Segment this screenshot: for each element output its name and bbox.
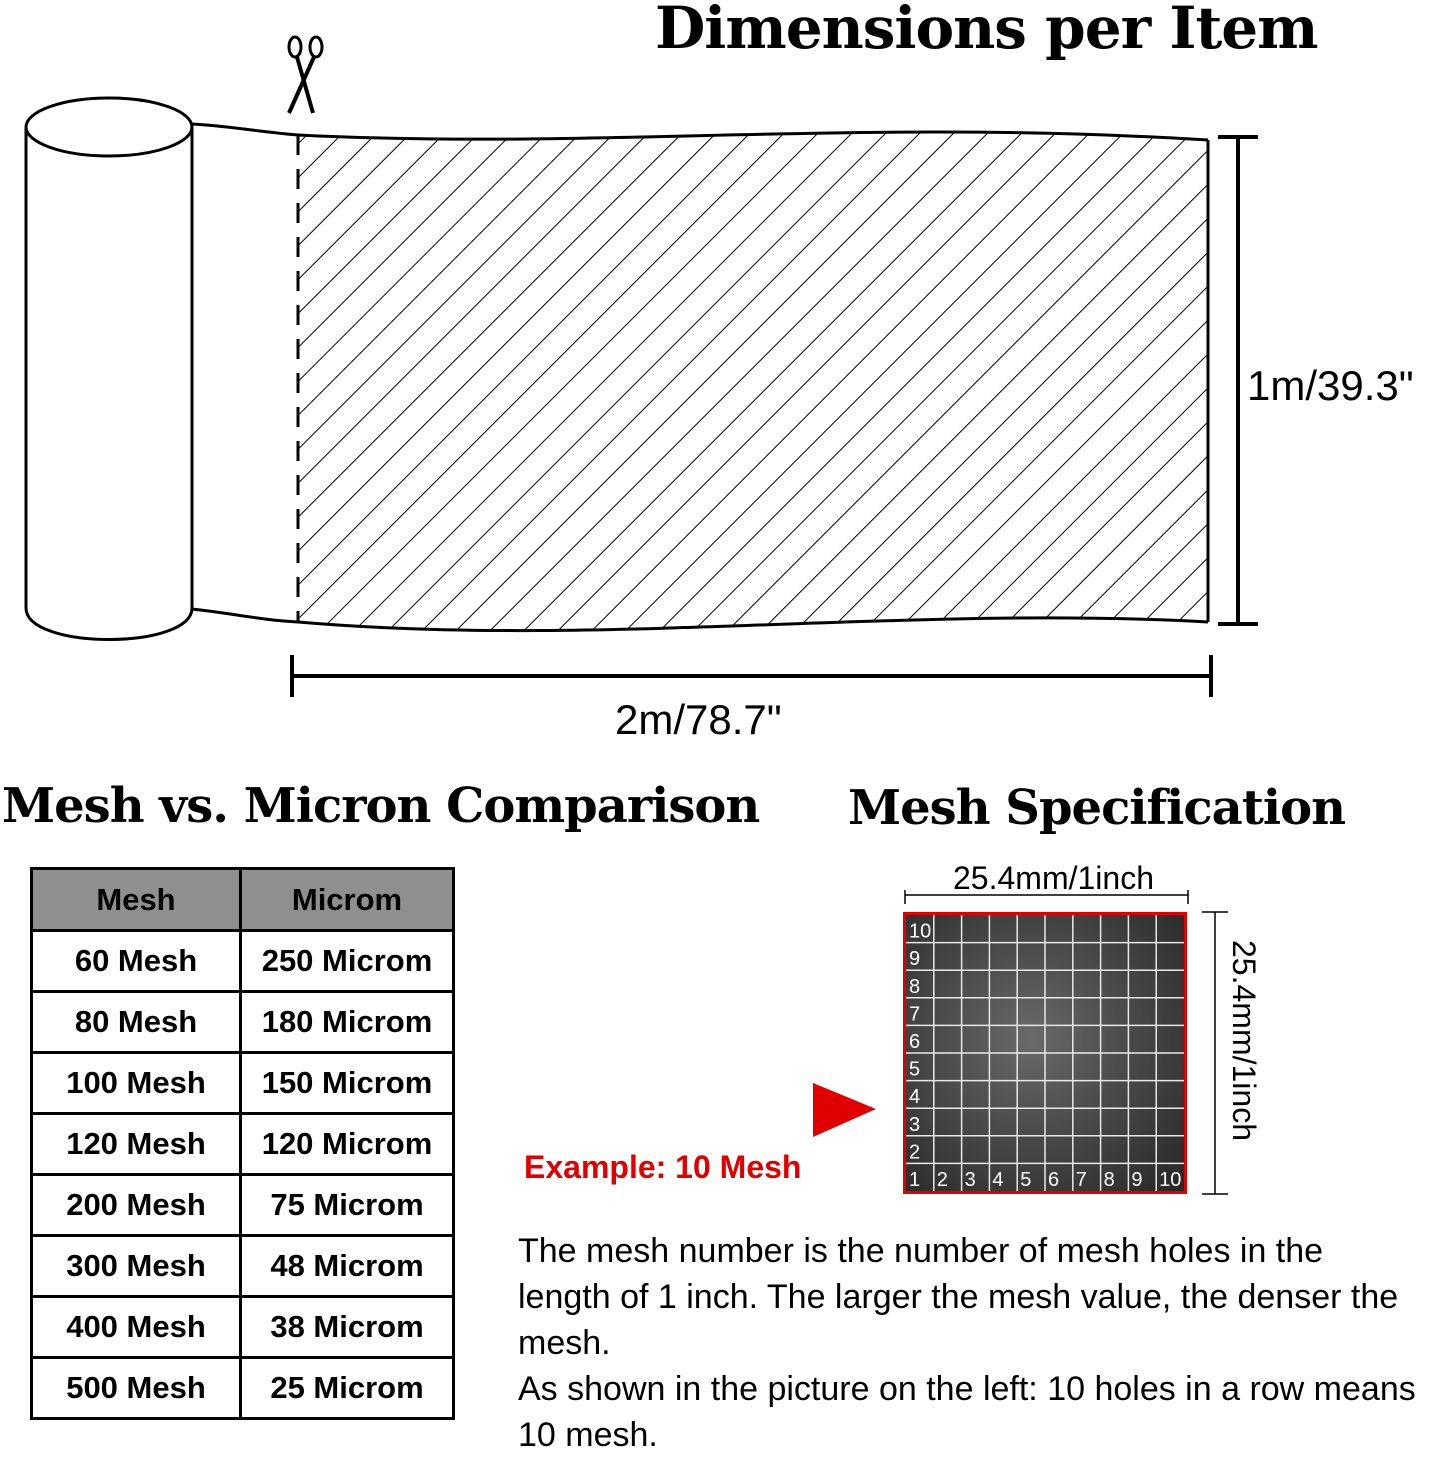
grid-number-y: 2: [909, 1141, 920, 1163]
comparison-title: Mesh vs. Micron Comparison: [2, 778, 760, 834]
grid-number-y: 8: [909, 976, 920, 998]
grid-number-y: 7: [909, 1003, 920, 1025]
table-row: 400 Mesh 38 Microm: [30, 1295, 455, 1359]
height-label: 1m/39.3": [1247, 362, 1414, 409]
spec-width-label: 25.4mm/1inch: [953, 860, 1154, 896]
grid-number-y: 9: [909, 948, 920, 970]
example-label: Example: 10 Mesh: [524, 1149, 802, 1185]
grid-number-y: 4: [909, 1086, 920, 1108]
specification-title: Mesh Specification: [848, 780, 1346, 836]
table-row: 100 Mesh 150 Microm: [30, 1051, 455, 1115]
mesh-sheet: [191, 122, 1210, 633]
table-row: 200 Mesh 75 Microm: [30, 1173, 455, 1237]
spec-dimension-lines: [904, 890, 1228, 1195]
description-paragraph: As shown in the picture on the left: 10 …: [518, 1370, 1416, 1454]
grid-number-y: 5: [909, 1059, 920, 1081]
grid-number-y: 3: [909, 1114, 920, 1136]
description-paragraph: The mesh number is the number of mesh ho…: [518, 1232, 1399, 1362]
grid-number-x: 10: [1159, 1169, 1181, 1191]
micron-cell: 38 Microm: [239, 1295, 455, 1359]
width-label: 2m/78.7": [615, 696, 782, 743]
grid-number-x: 6: [1048, 1169, 1059, 1191]
mesh-cell: 300 Mesh: [30, 1234, 242, 1298]
grid-number-x: 8: [1104, 1169, 1115, 1191]
scissors-icon: [287, 35, 324, 114]
mesh-cell: 500 Mesh: [30, 1356, 242, 1420]
mesh-micron-table: Mesh Microm 60 Mesh 250 Microm 80 Mesh 180…: [30, 867, 455, 1420]
mesh-description: The mesh number is the number of mesh ho…: [518, 1228, 1418, 1458]
grid-number-x: 7: [1076, 1169, 1087, 1191]
roll-cylinder: [24, 96, 194, 641]
grid-number-y: 10: [909, 921, 931, 943]
grid-number-x: 2: [937, 1169, 948, 1191]
mesh-cell: 80 Mesh: [30, 990, 242, 1054]
micron-cell: 120 Microm: [239, 1112, 455, 1176]
table-row: 80 Mesh 180 Microm: [30, 990, 455, 1054]
header-mesh: Mesh: [30, 867, 242, 932]
mesh-cell: 400 Mesh: [30, 1295, 242, 1359]
table-row: 300 Mesh 48 Microm: [30, 1234, 455, 1298]
grid-number-x: 1: [909, 1169, 920, 1191]
micron-cell: 25 Microm: [239, 1356, 455, 1420]
grid-number-x: 4: [992, 1169, 1003, 1191]
grid-number-y: 6: [909, 1031, 920, 1053]
red-arrow-icon: [813, 1083, 876, 1137]
mesh-cell: 200 Mesh: [30, 1173, 242, 1237]
micron-cell: 180 Microm: [239, 990, 455, 1054]
spec-height-label: 25.4mm/1inch: [1226, 940, 1262, 1141]
roll-diagram: [24, 35, 1258, 697]
mesh-cell: 100 Mesh: [30, 1051, 242, 1115]
table-header-row: Mesh Microm: [30, 867, 455, 932]
dimensions-title: Dimensions per Item: [655, 0, 1319, 62]
micron-cell: 250 Microm: [239, 929, 455, 993]
mesh-grid-photo: 1 2 2 3 3 4 4 5 5 6 6 7 7 8 8 9 9 10 10: [903, 912, 1187, 1194]
mesh-cell: 120 Mesh: [30, 1112, 242, 1176]
grid-number-x: 9: [1131, 1169, 1142, 1191]
header-micron: Microm: [239, 867, 455, 932]
mesh-cell: 60 Mesh: [30, 929, 242, 993]
grid-number-x: 5: [1020, 1169, 1031, 1191]
micron-cell: 75 Microm: [239, 1173, 455, 1237]
grid-number-x: 3: [965, 1169, 976, 1191]
table-row: 120 Mesh 120 Microm: [30, 1112, 455, 1176]
height-dimension-line: [1218, 135, 1258, 626]
width-dimension-line: [290, 655, 1213, 697]
table-row: 60 Mesh 250 Microm: [30, 929, 455, 993]
micron-cell: 150 Microm: [239, 1051, 455, 1115]
table-row: 500 Mesh 25 Microm: [30, 1356, 455, 1420]
micron-cell: 48 Microm: [239, 1234, 455, 1298]
